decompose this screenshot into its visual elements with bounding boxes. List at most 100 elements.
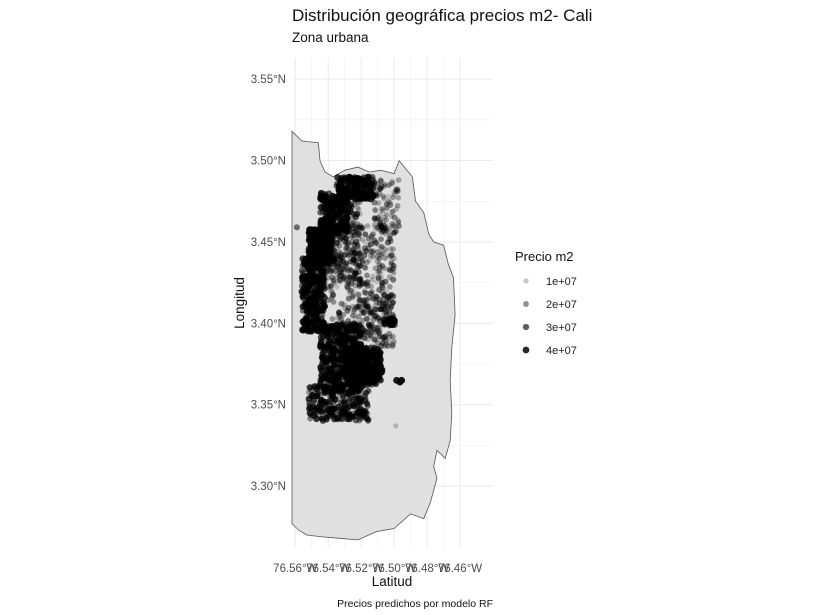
data-point <box>364 306 371 313</box>
data-point <box>387 232 393 239</box>
data-point <box>342 262 349 269</box>
data-point <box>359 329 366 336</box>
data-point <box>366 331 373 339</box>
data-point <box>347 287 354 294</box>
data-point <box>308 411 315 418</box>
data-point <box>390 262 397 269</box>
legend: Precio m2 1e+07 2e+07 3e+07 4e+07 <box>515 249 577 357</box>
data-point <box>371 199 378 206</box>
data-point <box>350 303 356 310</box>
data-point <box>377 343 384 350</box>
data-point <box>367 252 374 259</box>
data-point <box>333 229 339 235</box>
data-point <box>361 328 368 335</box>
data-point <box>364 329 371 336</box>
data-point <box>341 301 347 308</box>
data-point <box>350 228 357 236</box>
data-point <box>340 233 347 240</box>
data-point <box>335 336 343 344</box>
data-point <box>385 343 392 349</box>
data-point <box>376 264 383 271</box>
data-point <box>309 295 316 301</box>
data-point <box>374 258 381 264</box>
chart-subtitle: Zona urbana <box>292 30 369 45</box>
chart-caption: Precios predichos por modelo RF <box>337 598 493 610</box>
data-point <box>369 306 375 312</box>
data-point <box>349 292 356 299</box>
data-point <box>308 387 315 394</box>
data-point <box>345 268 352 274</box>
data-point <box>332 209 339 216</box>
data-point <box>389 300 395 307</box>
data-point <box>382 225 389 232</box>
data-point <box>354 403 361 410</box>
data-point <box>378 280 385 286</box>
data-point <box>331 250 338 256</box>
data-point <box>310 391 317 398</box>
data-point <box>355 262 362 269</box>
data-point <box>320 230 327 237</box>
data-point <box>393 206 400 212</box>
data-point <box>372 302 379 309</box>
data-point <box>361 305 367 312</box>
data-point <box>364 279 371 286</box>
data-point <box>381 196 387 202</box>
data-point <box>391 229 398 236</box>
data-point <box>349 220 356 227</box>
data-point <box>367 323 374 330</box>
data-point <box>334 245 340 251</box>
data-point <box>352 242 358 248</box>
data-point <box>299 318 307 325</box>
data-point <box>391 255 397 262</box>
data-point <box>370 231 376 238</box>
data-point <box>352 251 359 258</box>
data-point <box>329 316 336 322</box>
data-point <box>348 192 356 200</box>
data-point <box>338 234 345 241</box>
data-point <box>323 416 330 423</box>
data-point <box>384 298 390 304</box>
data-point <box>350 250 356 256</box>
data-point <box>349 233 356 239</box>
chart-title: Distribución geográfica precios m2- Cali <box>292 6 592 25</box>
data-point <box>390 229 396 236</box>
data-point <box>323 268 330 275</box>
data-point <box>345 304 352 311</box>
data-point <box>371 344 379 352</box>
data-point <box>378 236 384 243</box>
data-point <box>326 247 333 254</box>
data-point <box>383 204 390 211</box>
data-point <box>350 312 356 319</box>
data-point <box>370 295 377 301</box>
data-point <box>367 326 374 333</box>
data-point <box>320 304 328 311</box>
data-point <box>342 185 349 193</box>
data-point <box>366 306 372 313</box>
data-point <box>394 188 401 195</box>
data-point <box>388 259 395 266</box>
x-tick-label: 76.52°W <box>339 563 383 575</box>
data-point <box>383 211 390 218</box>
data-point <box>395 177 402 183</box>
data-point <box>351 219 357 225</box>
data-point <box>343 325 351 332</box>
data-point <box>382 214 388 220</box>
data-point <box>378 186 384 192</box>
data-point <box>323 342 331 349</box>
data-point <box>372 352 380 360</box>
data-point <box>377 223 384 229</box>
data-point <box>386 308 393 315</box>
data-point <box>329 354 337 362</box>
data-point <box>381 292 387 298</box>
data-point <box>334 226 341 232</box>
data-point <box>313 309 320 316</box>
data-point <box>390 246 396 252</box>
data-point <box>309 257 316 264</box>
data-point <box>357 224 364 231</box>
data-point <box>332 263 339 269</box>
data-point <box>343 251 349 257</box>
data-point <box>372 224 378 230</box>
data-point <box>389 265 396 272</box>
data-point <box>328 391 335 398</box>
data-point <box>390 276 397 283</box>
